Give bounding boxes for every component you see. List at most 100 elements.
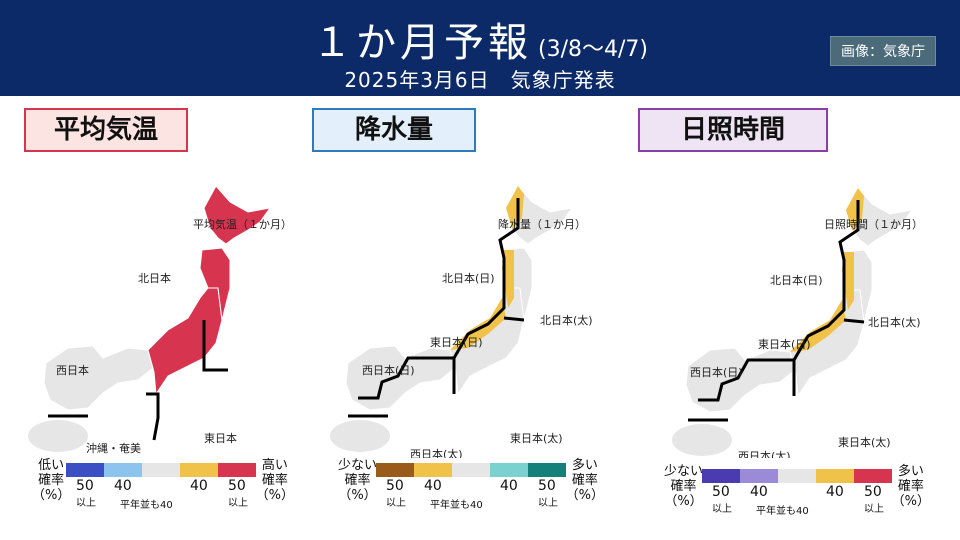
legend-low-label: 少ない 確率 （%） — [338, 458, 378, 503]
hokkaido-area — [203, 185, 272, 245]
boundary-north-east — [843, 318, 865, 324]
legend-swatch-low-strong — [702, 469, 740, 483]
region-label: 西日本(太) — [738, 449, 791, 458]
region-label: 東日本(日) — [758, 337, 811, 351]
page-title: １か月予報 (3/8～4/7) — [0, 10, 960, 68]
legend-ijou-high: 以上 — [538, 498, 558, 509]
image-credit: 画像：気象庁 — [830, 36, 936, 66]
legend-value-40-low: 40 — [114, 478, 132, 494]
japan-map-sunshine: 日照時間（１か月） 北日本(日) 北日本(太) 東日本(日) 西日本(日) 西日… — [672, 187, 923, 458]
panel-sunshine: 日照時間 日照時間（１か月） 北日本(日) 北日本(太) 東日本(日) 西日本(… — [638, 108, 940, 528]
legend-high-label: 高い 確率 （%） — [255, 458, 294, 503]
legend-swatch-low-strong — [66, 463, 104, 477]
legend-ijou-low: 以上 — [76, 498, 96, 509]
boundary-east-west — [146, 392, 160, 441]
legend-swatch-normal — [142, 463, 180, 477]
title-main: １か月予報 — [312, 20, 532, 66]
okinawa-area — [672, 424, 732, 456]
panel-title-sunshine: 日照時間 — [638, 108, 828, 152]
legend-swatch-low-weak — [414, 463, 452, 477]
region-label: 東日本(太) — [510, 431, 563, 445]
region-label: 西日本(日) — [362, 363, 415, 377]
panel-temperature: 平均気温 平均気温（１か月） 北日本 東日本 西日本 沖縄・奄美 低い 確率 （%）… — [8, 108, 308, 528]
region-label: 北日本(太) — [868, 315, 921, 329]
map-caption: 日照時間（１か月） — [824, 218, 923, 231]
panel-title-temperature: 平均気温 — [24, 108, 188, 152]
boundary-west — [358, 356, 454, 400]
boundary-north-east — [503, 316, 525, 322]
legend-value-40-high: 40 — [826, 484, 844, 500]
region-label: 東日本(日) — [430, 335, 483, 349]
legend-high-label: 多い 確率 （%） — [565, 458, 604, 503]
region-label: 北日本 — [138, 271, 171, 285]
region-label: 西日本(日) — [690, 365, 743, 379]
region-label: 北日本(日) — [770, 273, 823, 287]
east-japan-sea-side — [790, 300, 846, 352]
legend-swatch-high-strong — [854, 469, 892, 483]
japan-map-precipitation: 降水量（１か月） 北日本(日) 北日本(太) 東日本(日) 西日本(日) 西日本… — [330, 185, 593, 458]
legend-swatch-low-weak — [104, 463, 142, 477]
title-range: (3/8～4/7) — [538, 37, 648, 62]
region-label: 西日本 — [56, 363, 89, 377]
legend-precipitation: 少ない 確率 （%） 多い 確率 （%） 50 以上 40 平年並も40 40 50 以… — [318, 458, 618, 528]
map-caption: 平均気温（１か月） — [193, 217, 292, 231]
region-label: 西日本(太) — [410, 447, 463, 458]
legend-value-40-low: 40 — [424, 478, 442, 494]
panel-title-precipitation: 降水量 — [312, 108, 476, 152]
west-japan-area — [43, 345, 154, 411]
legend-value-50-high: 50 — [228, 478, 246, 494]
legend-temperature: 低い 確率 （%） 高い 確率 （%） 50 以上 40 平年並も40 40 50 以上 — [8, 458, 308, 528]
legend-swatch-low-strong — [376, 463, 414, 477]
legend-swatch-high-strong — [218, 463, 256, 477]
legend-normal-note: 平年並も40 — [430, 500, 483, 511]
region-label: 東日本 — [204, 431, 237, 445]
region-label: 北日本(日) — [442, 271, 495, 285]
legend-swatch-high-weak — [490, 463, 528, 477]
east-japan-area — [449, 287, 525, 396]
legend-value-50-low: 50 — [386, 478, 404, 494]
region-label: 北日本(太) — [540, 313, 593, 327]
legend-ijou-low: 以上 — [386, 498, 406, 509]
east-japan-sea-side — [450, 298, 506, 350]
boundary-north-east — [202, 320, 228, 372]
panel-precipitation: 降水量 降水量（１か月） 北日本(日) 北日本(太) 東日本(日) 西日本(日)… — [312, 108, 618, 528]
west-japan-area — [685, 347, 796, 413]
boundary-sea-pacific — [792, 200, 860, 361]
legend-ijou-low: 以上 — [712, 504, 732, 515]
boundary-sea-pacific — [452, 198, 520, 359]
legend-low-label: 低い 確率 （%） — [32, 458, 71, 503]
legend-value-40-high: 40 — [500, 478, 518, 494]
legend-ijou-high: 以上 — [864, 504, 884, 515]
legend-swatch-high-weak — [816, 469, 854, 483]
east-japan-area — [147, 287, 223, 396]
map-caption: 降水量（１か月） — [498, 217, 586, 231]
announcement-date: 2025年3月6日 気象庁発表 — [344, 68, 616, 92]
legend-swatch-low-weak — [740, 469, 778, 483]
west-japan-area — [345, 345, 456, 411]
legend-low-label: 少ない 確率 （%） — [664, 464, 704, 509]
legend-normal-note: 平年並も40 — [120, 500, 173, 511]
header-banner: １か月予報 (3/8～4/7) 2025年3月6日 気象庁発表 画像：気象庁 — [0, 0, 960, 96]
legend-value-40-high: 40 — [190, 478, 208, 494]
boundary-west — [698, 358, 794, 402]
legend-swatch-normal — [778, 469, 816, 483]
legend-ijou-high: 以上 — [228, 498, 248, 509]
legend-value-50-low: 50 — [712, 484, 730, 500]
okinawa-area — [28, 420, 88, 452]
legend-value-40-low: 40 — [750, 484, 768, 500]
legend-value-50-low: 50 — [76, 478, 94, 494]
legend-swatch-high-weak — [180, 463, 218, 477]
legend-value-50-high: 50 — [538, 478, 556, 494]
region-label: 東日本(太) — [838, 435, 891, 449]
okinawa-label: 沖縄・奄美 — [86, 441, 141, 455]
east-japan-area — [789, 289, 865, 398]
legend-high-label: 多い 確率 （%） — [891, 464, 930, 509]
legend-swatch-normal — [452, 463, 490, 477]
legend-sunshine: 少ない 確率 （%） 多い 確率 （%） 50 以上 40 平年並も40 40 50 以… — [640, 464, 940, 534]
okinawa-area — [330, 420, 390, 452]
legend-value-50-high: 50 — [864, 484, 882, 500]
legend-swatch-high-strong — [528, 463, 566, 477]
tohoku-area — [199, 247, 231, 321]
legend-normal-note: 平年並も40 — [756, 506, 809, 517]
japan-map-temperature: 平均気温（１か月） 北日本 東日本 西日本 沖縄・奄美 — [28, 185, 292, 455]
